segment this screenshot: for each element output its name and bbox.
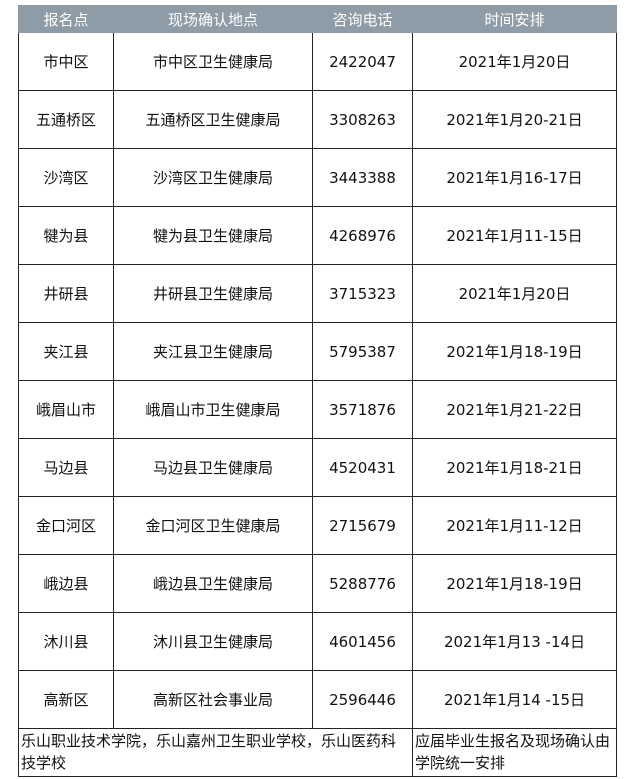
header-cell: 时间安排 [412,5,617,33]
table-cell: 5795387 [312,322,413,381]
table-row: 金口河区 金口河区卫生健康局 2715679 2021年1月11-12日 [18,496,617,555]
table-cell: 马边县 [18,438,114,497]
table-cell: 3571876 [312,380,413,439]
table-cell: 2021年1月18-21日 [412,438,617,497]
table-cell: 夹江县 [18,322,114,381]
table-row: 犍为县 犍为县卫生健康局 4268976 2021年1月11-15日 [18,206,617,265]
table-row: 夹江县 夹江县卫生健康局 5795387 2021年1月18-19日 [18,322,617,381]
table-cell: 市中区卫生健康局 [113,32,313,91]
table-cell: 沐川县 [18,612,114,671]
table-cell: 3715323 [312,264,413,323]
table-row: 高新区 高新区社会事业局 2596446 2021年1月14 -15日 [18,670,617,729]
table-row: 市中区 市中区卫生健康局 2422047 2021年1月20日 [18,32,617,91]
table-cell: 金口河区卫生健康局 [113,496,313,555]
table-cell: 马边县卫生健康局 [113,438,313,497]
table-row: 马边县 马边县卫生健康局 4520431 2021年1月18-21日 [18,438,617,497]
table-cell: 2021年1月21-22日 [412,380,617,439]
table-cell: 犍为县卫生健康局 [113,206,313,265]
table-cell: 3443388 [312,148,413,207]
table-cell: 2021年1月18-19日 [412,554,617,613]
table-cell: 3308263 [312,90,413,149]
table-row: 沐川县 沐川县卫生健康局 4601456 2021年1月13 -14日 [18,612,617,671]
table-cell: 2021年1月13 -14日 [412,612,617,671]
table-cell: 2021年1月20日 [412,264,617,323]
table-cell: 2021年1月11-15日 [412,206,617,265]
table-cell: 2021年1月20日 [412,32,617,91]
table-cell: 沙湾区卫生健康局 [113,148,313,207]
table-cell: 2021年1月20-21日 [412,90,617,149]
table-cell: 2021年1月11-12日 [412,496,617,555]
table-cell: 4268976 [312,206,413,265]
table-cell: 2021年1月18-19日 [412,322,617,381]
table-body: 市中区 市中区卫生健康局 2422047 2021年1月20日 五通桥区 五通桥区卫生健康… [18,32,617,777]
header-cell: 报名点 [18,5,114,33]
footer-cell: 应届毕业生报名及现场确认由学院统一安排 [412,728,617,777]
header-cell: 咨询电话 [312,5,413,33]
table-cell: 5288776 [312,554,413,613]
table-cell: 井研县 [18,264,114,323]
table-cell: 峨边县 [18,554,114,613]
table-cell: 4520431 [312,438,413,497]
table-cell: 2715679 [312,496,413,555]
table-cell: 峨眉山市卫生健康局 [113,380,313,439]
table-cell: 夹江县卫生健康局 [113,322,313,381]
footer-row: 乐山职业技术学院，乐山嘉州卫生职业学校，乐山医药科技学校 应届毕业生报名及现场确认… [18,728,617,777]
table-cell: 2596446 [312,670,413,729]
table-row: 峨边县 峨边县卫生健康局 5288776 2021年1月18-19日 [18,554,617,613]
table-cell: 高新区社会事业局 [113,670,313,729]
table-cell: 2021年1月16-17日 [412,148,617,207]
table-cell: 五通桥区 [18,90,114,149]
table-cell: 沙湾区 [18,148,114,207]
table-cell: 2422047 [312,32,413,91]
table-cell: 2021年1月14 -15日 [412,670,617,729]
footer-cell: 乐山职业技术学院，乐山嘉州卫生职业学校，乐山医药科技学校 [18,728,413,777]
table-row: 五通桥区 五通桥区卫生健康局 3308263 2021年1月20-21日 [18,90,617,149]
table-cell: 井研县卫生健康局 [113,264,313,323]
table-cell: 高新区 [18,670,114,729]
table-cell: 金口河区 [18,496,114,555]
table-cell: 沐川县卫生健康局 [113,612,313,671]
table-cell: 峨眉山市 [18,380,114,439]
header-cell: 现场确认地点 [113,5,313,33]
header-row: 报名点 现场确认地点 咨询电话 时间安排 [18,5,617,33]
table-cell: 峨边县卫生健康局 [113,554,313,613]
table-cell: 市中区 [18,32,114,91]
schedule-table: 报名点 现场确认地点 咨询电话 时间安排 市中区 市中区卫生健康局 2422047 2021… [18,5,617,777]
table-cell: 五通桥区卫生健康局 [113,90,313,149]
table-row: 峨眉山市 峨眉山市卫生健康局 3571876 2021年1月21-22日 [18,380,617,439]
table-cell: 犍为县 [18,206,114,265]
table-row: 沙湾区 沙湾区卫生健康局 3443388 2021年1月16-17日 [18,148,617,207]
table-row: 井研县 井研县卫生健康局 3715323 2021年1月20日 [18,264,617,323]
table-cell: 4601456 [312,612,413,671]
